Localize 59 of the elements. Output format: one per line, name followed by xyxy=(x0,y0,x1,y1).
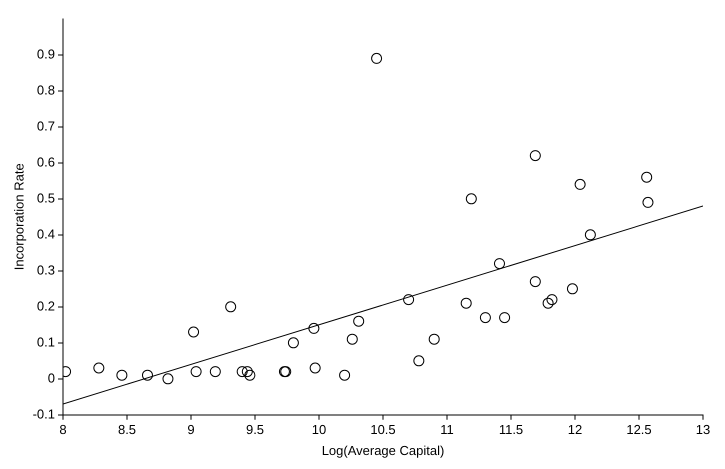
point xyxy=(460,298,472,309)
point xyxy=(190,366,202,378)
point xyxy=(308,322,320,334)
point xyxy=(116,370,128,381)
x-tick-label: 11 xyxy=(440,422,454,438)
point xyxy=(142,370,153,381)
y-tick-label: 0.8 xyxy=(36,82,55,98)
x-tick-label: 12.5 xyxy=(626,422,652,438)
point xyxy=(210,366,221,378)
point xyxy=(530,276,541,288)
point xyxy=(546,294,558,306)
point xyxy=(584,229,596,240)
x-tick-label: 8 xyxy=(59,422,67,438)
y-tick-label: 0.5 xyxy=(36,190,55,206)
point xyxy=(403,294,414,306)
point xyxy=(642,196,654,208)
x-tick-label: 9.5 xyxy=(246,422,264,438)
y-tick-label: 0.2 xyxy=(36,298,55,314)
point xyxy=(371,52,382,64)
point xyxy=(353,316,364,327)
point xyxy=(641,172,652,183)
point xyxy=(428,334,440,345)
x-tick-label: 8.5 xyxy=(118,422,136,438)
y-tick-label: 0.6 xyxy=(36,154,55,170)
y-tick-label: 0.7 xyxy=(36,118,55,134)
point xyxy=(288,337,299,348)
point xyxy=(188,326,200,338)
point xyxy=(574,178,586,190)
y-tick-label: 0.4 xyxy=(36,226,55,242)
point xyxy=(244,370,256,381)
y-tick-label: 0.3 xyxy=(36,262,55,278)
point xyxy=(236,366,248,378)
point xyxy=(346,334,358,345)
x-tick-label: 11.5 xyxy=(498,422,524,438)
point xyxy=(413,355,424,366)
y-tick-label: -0.1 xyxy=(32,406,55,422)
x-axis-title: Log(Average Capital) xyxy=(322,442,444,458)
point xyxy=(566,283,578,294)
point xyxy=(310,362,321,374)
y-axis-title: Incorporation Rate xyxy=(11,163,26,270)
point xyxy=(466,193,477,204)
y-tick-label: 0.1 xyxy=(36,334,55,350)
point xyxy=(242,366,253,378)
point xyxy=(494,258,505,270)
point xyxy=(480,312,491,324)
x-tick-label: 13 xyxy=(696,422,710,438)
x-tick-label: 12 xyxy=(568,422,582,438)
y-tick-label: 0 xyxy=(48,370,55,386)
point xyxy=(542,298,554,309)
point xyxy=(93,362,104,374)
x-tick-label: 10 xyxy=(312,422,326,438)
point xyxy=(225,301,236,312)
x-tick-label: 10.5 xyxy=(370,422,396,438)
point xyxy=(530,150,541,162)
point xyxy=(339,370,350,381)
point xyxy=(162,373,174,384)
point xyxy=(499,312,510,324)
y-tick-label: 0.9 xyxy=(36,46,55,62)
x-tick-label: 9 xyxy=(187,422,195,438)
